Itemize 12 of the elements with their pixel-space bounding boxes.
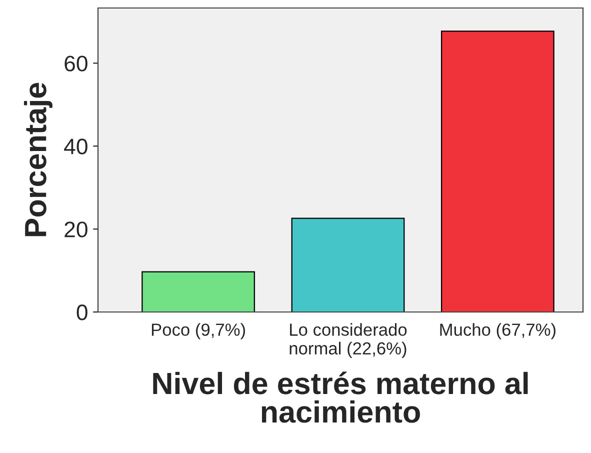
x-tick-label: Poco (9,7%) (152, 323, 245, 340)
y-tick-label: 60 (64, 56, 88, 72)
bar (291, 218, 405, 312)
x-tick-label: Lo considerado normal (22,6%) (290, 323, 407, 358)
bar (440, 30, 554, 312)
bar (142, 271, 255, 312)
y-tick-label: 0 (76, 304, 88, 320)
x-tick-label: Mucho (67,7%) (440, 323, 556, 340)
y-axis-title: Porcentaje (24, 82, 52, 236)
x-axis-title: Nivel de estrés materno al nacimiento (153, 372, 528, 423)
y-tick-label: 20 (64, 222, 88, 238)
y-tick-label: 40 (64, 138, 88, 154)
